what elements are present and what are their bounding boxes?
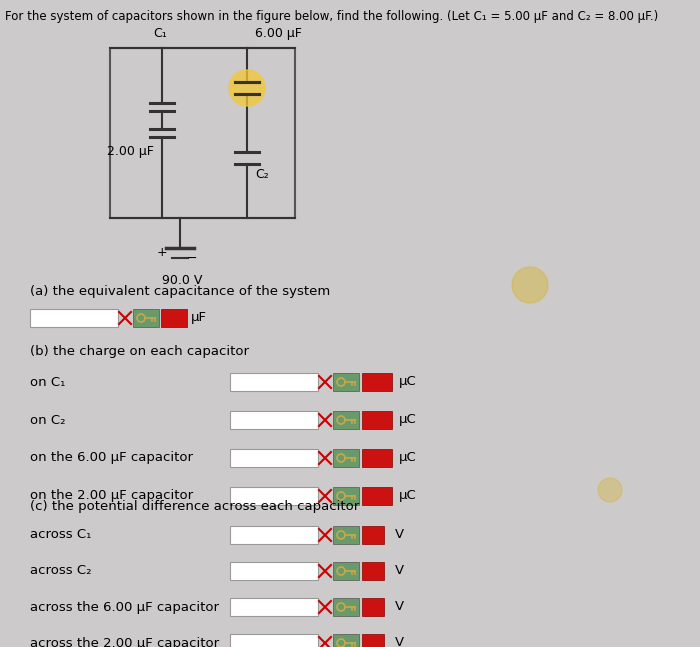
Text: −: − — [187, 252, 197, 265]
Text: 6.00 μF: 6.00 μF — [255, 27, 302, 40]
Bar — [230, 562, 318, 580]
Bar — [133, 309, 159, 327]
Text: C₁: C₁ — [153, 27, 167, 40]
Bar — [362, 634, 384, 647]
Text: V: V — [395, 600, 404, 613]
Bar — [333, 373, 359, 391]
Text: (b) the charge on each capacitor: (b) the charge on each capacitor — [30, 345, 249, 358]
Text: μC: μC — [399, 413, 416, 426]
Bar — [362, 562, 384, 580]
Text: C₂: C₂ — [255, 168, 269, 181]
Bar — [333, 598, 359, 616]
Circle shape — [512, 267, 548, 303]
Text: across C₁: across C₁ — [30, 529, 92, 542]
Bar — [362, 411, 392, 429]
Text: across C₂: across C₂ — [30, 564, 92, 578]
Bar — [333, 411, 359, 429]
Bar — [230, 526, 318, 544]
Text: on the 6.00 μF capacitor: on the 6.00 μF capacitor — [30, 452, 193, 465]
Text: μF: μF — [191, 311, 207, 325]
Bar — [362, 449, 392, 467]
Text: on the 2.00 μF capacitor: on the 2.00 μF capacitor — [30, 490, 193, 503]
Text: (a) the equivalent capacitance of the system: (a) the equivalent capacitance of the sy… — [30, 285, 330, 298]
Circle shape — [229, 70, 265, 106]
Bar — [110, 48, 295, 218]
Text: across the 2.00 μF capacitor: across the 2.00 μF capacitor — [30, 637, 219, 647]
Text: 90.0 V: 90.0 V — [162, 274, 202, 287]
Bar — [230, 449, 318, 467]
Bar — [362, 373, 392, 391]
Circle shape — [598, 478, 622, 502]
Text: 2.00 μF: 2.00 μF — [106, 144, 153, 157]
Text: V: V — [395, 564, 404, 578]
Text: on C₂: on C₂ — [30, 413, 66, 426]
Bar — [230, 373, 318, 391]
Bar — [333, 487, 359, 505]
Text: V: V — [395, 637, 404, 647]
Bar — [333, 449, 359, 467]
Bar — [333, 634, 359, 647]
Text: μC: μC — [399, 490, 416, 503]
Bar — [161, 309, 187, 327]
Bar — [362, 487, 392, 505]
Text: (c) the potential difference across each capacitor: (c) the potential difference across each… — [30, 500, 359, 513]
Bar — [333, 562, 359, 580]
Text: on C₁: on C₁ — [30, 375, 65, 388]
Text: +: + — [157, 247, 167, 259]
Text: μC: μC — [399, 452, 416, 465]
Bar — [230, 598, 318, 616]
Text: For the system of capacitors shown in the figure below, find the following. (Let: For the system of capacitors shown in th… — [5, 10, 658, 23]
Bar — [230, 634, 318, 647]
Bar — [230, 411, 318, 429]
Bar — [362, 598, 384, 616]
Bar — [30, 309, 118, 327]
Text: μC: μC — [399, 375, 416, 388]
Bar — [333, 526, 359, 544]
Bar — [230, 487, 318, 505]
Text: across the 6.00 μF capacitor: across the 6.00 μF capacitor — [30, 600, 219, 613]
Text: V: V — [395, 529, 404, 542]
Bar — [362, 526, 384, 544]
